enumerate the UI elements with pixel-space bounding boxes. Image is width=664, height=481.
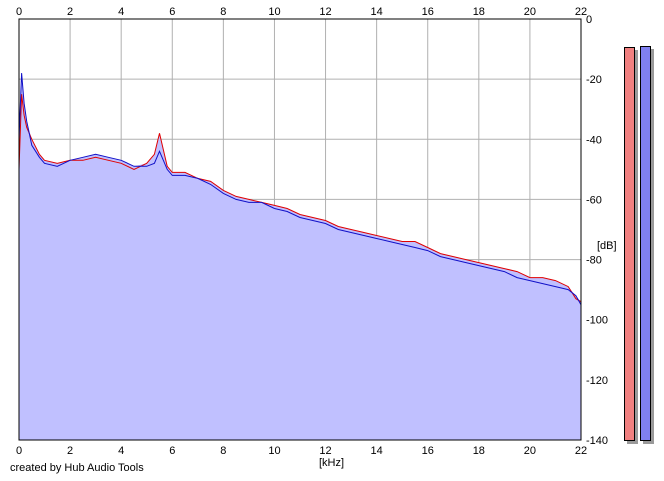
x-tick-label: 22 — [575, 6, 587, 18]
series-line-blue — [18, 73, 582, 305]
x-tick-label: 20 — [524, 445, 536, 457]
x-tick-label: 18 — [473, 6, 485, 18]
y-tick-label: -60 — [586, 194, 602, 206]
y-tick-label: 0 — [586, 14, 592, 26]
x-tick-label: 16 — [422, 6, 434, 18]
x-tick-label: 0 — [16, 445, 22, 457]
x-tick-label: 14 — [371, 445, 383, 457]
x-tick-label: 6 — [169, 445, 175, 457]
plot-frame — [18, 18, 582, 441]
y-tick-labels: 0 -20 -40 -60 -80 -100 -120 -140 — [586, 14, 608, 447]
x-tick-label: 4 — [118, 445, 124, 457]
y-tick-label: -80 — [586, 255, 602, 267]
series-line-red — [18, 94, 582, 303]
y-tick-label: -140 — [586, 435, 608, 447]
spectrum-fill-area — [19, 73, 581, 440]
x-tick-label: 10 — [268, 6, 280, 18]
x-axis-label: [kHz] — [319, 457, 345, 469]
level-meter-left — [624, 47, 635, 441]
x-tick-label: 12 — [319, 6, 331, 18]
x-tick-label: 0 — [16, 6, 22, 18]
credit-text: created by Hub Audio Tools — [10, 462, 144, 474]
x-tick-label: 6 — [169, 6, 175, 18]
x-tick-label: 18 — [473, 445, 485, 457]
x-tick-label: 20 — [524, 6, 536, 18]
y-tick-label: -100 — [586, 315, 608, 327]
x-tick-label: 8 — [220, 6, 226, 18]
y-tick-label: -120 — [586, 375, 608, 387]
x-tick-labels-top: 0 2 4 6 8 10 12 14 16 18 20 22 — [16, 6, 587, 18]
x-tick-label: 12 — [319, 445, 331, 457]
x-tick-label: 2 — [67, 6, 73, 18]
x-tick-label: 10 — [268, 445, 280, 457]
x-tick-label: 8 — [220, 445, 226, 457]
x-tick-label: 2 — [67, 445, 73, 457]
x-tick-label: 22 — [575, 445, 587, 457]
level-meter-right — [640, 46, 651, 441]
y-axis-label: [dB] — [597, 240, 617, 252]
y-tick-label: -20 — [586, 74, 602, 86]
x-tick-label: 16 — [422, 445, 434, 457]
y-tick-label: -40 — [586, 134, 602, 146]
x-tick-label: 14 — [371, 6, 383, 18]
x-tick-label: 4 — [118, 6, 124, 18]
x-tick-labels-bottom: 0 2 4 6 8 10 12 14 16 18 20 22 — [16, 445, 587, 457]
